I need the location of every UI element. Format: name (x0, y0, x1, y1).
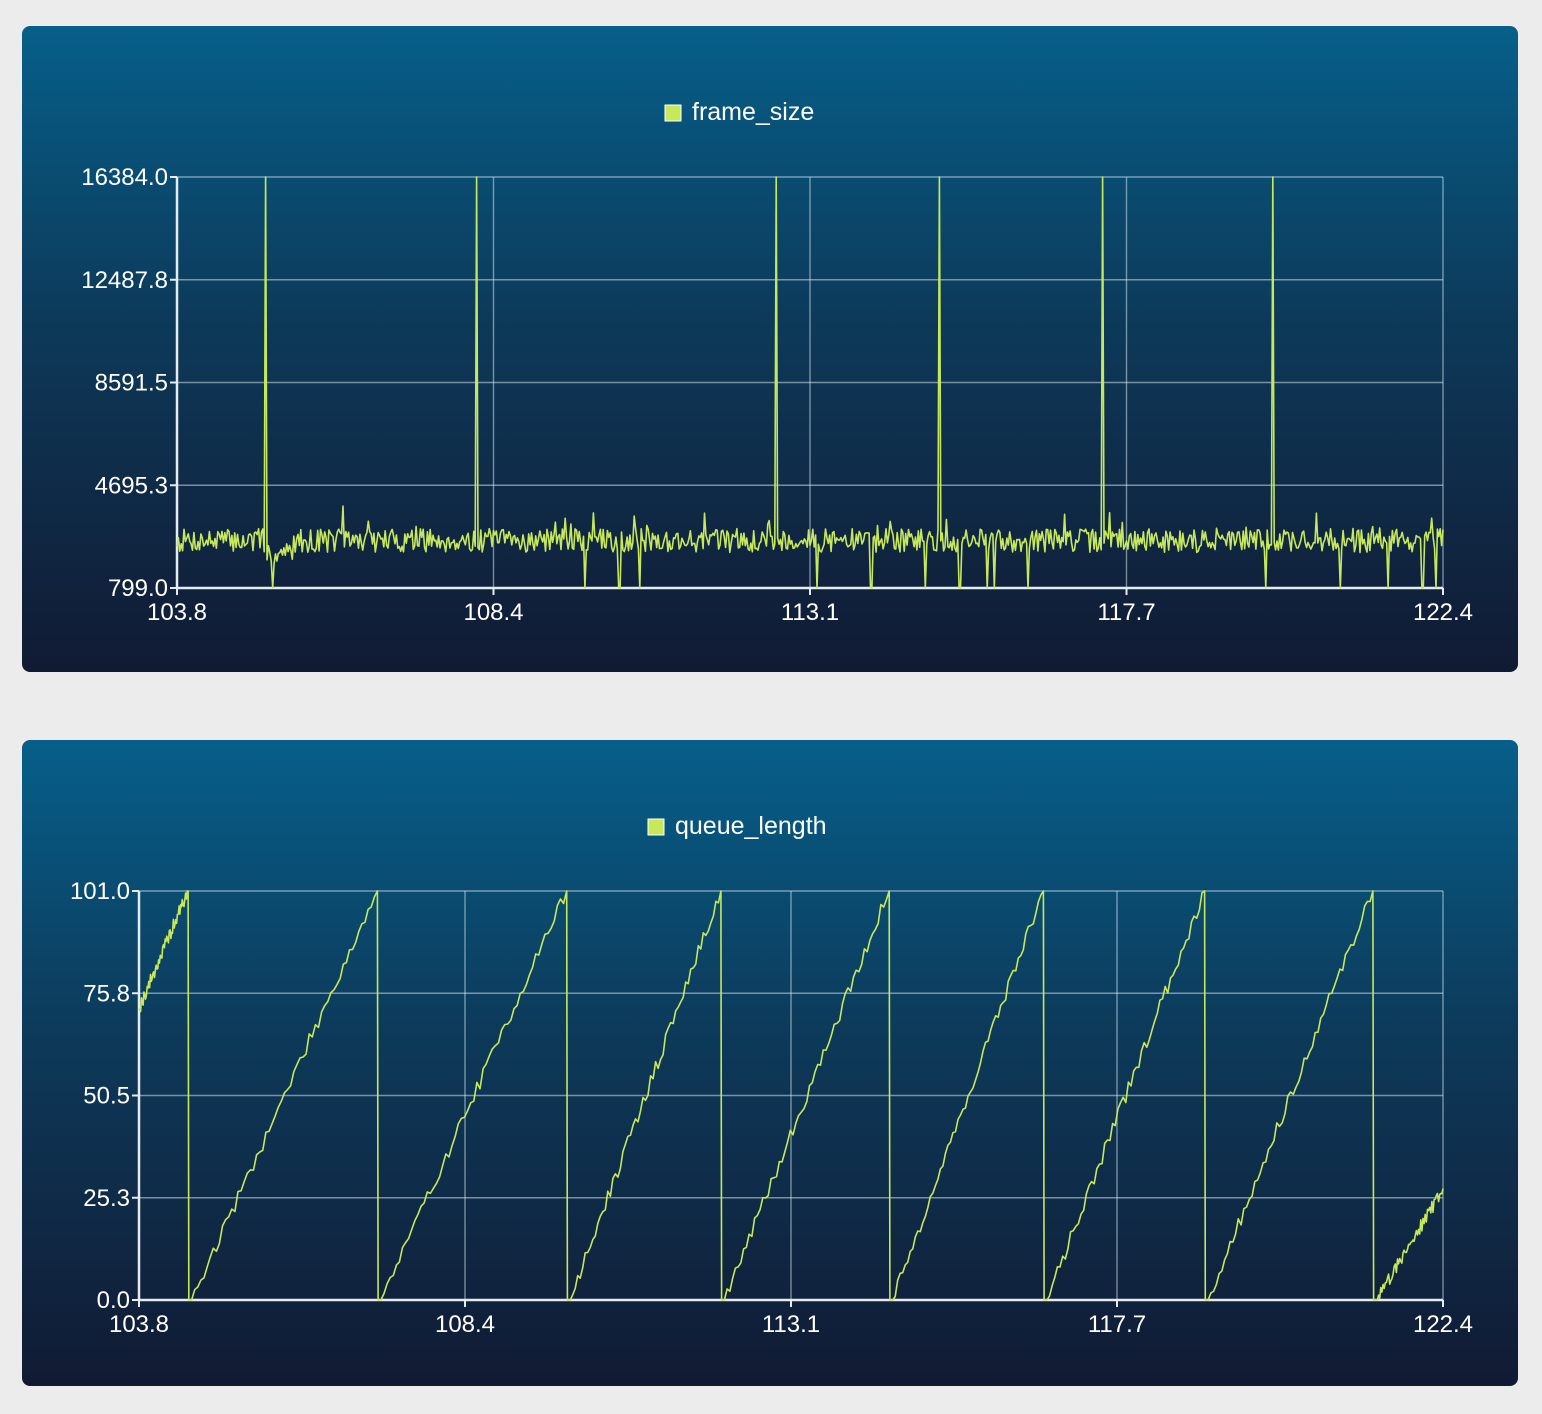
frame-size-chart: frame_size 103.8 108.4 113.1 117.7 122.4 799.0… (81, 98, 1473, 626)
x-tick-label: 122.4 (1413, 1311, 1473, 1338)
y-tick-label: 50.5 (83, 1083, 130, 1110)
x-tick-label: 122.4 (1413, 599, 1473, 626)
x-tick-label: 103.8 (147, 599, 207, 626)
x-tick-label: 117.7 (1097, 599, 1155, 626)
legend-label: queue_length (675, 812, 827, 840)
x-tick-label: 113.1 (781, 599, 839, 626)
y-tick-label: 12487.8 (81, 267, 168, 294)
y-tick-label: 799.0 (108, 575, 168, 602)
y-tick-label: 75.8 (83, 980, 130, 1007)
y-tick-label: 8591.5 (95, 370, 168, 397)
legend-swatch (647, 818, 665, 836)
y-tick-label: 25.3 (83, 1185, 130, 1212)
x-tick-label: 108.4 (435, 1311, 495, 1338)
y-tick-label: 16384.0 (81, 164, 168, 191)
x-tick-label: 117.7 (1088, 1311, 1146, 1338)
legend-swatch (664, 104, 682, 122)
x-tick-label: 113.1 (762, 1311, 820, 1338)
x-tick-label: 103.8 (109, 1311, 169, 1338)
legend-label: frame_size (692, 98, 814, 126)
y-tick-label: 0.0 (97, 1287, 130, 1314)
queue-length-series-line (138, 890, 1444, 1301)
queue-length-chart-panel: queue_length 103.8 108.4 113.1 117.7 122.4 0.0… (22, 740, 1518, 1386)
x-tick-label: 108.4 (463, 599, 523, 626)
queue-length-chart: queue_length 103.8 108.4 113.1 117.7 122.4 0.0… (70, 812, 1473, 1338)
frame-size-series-line (176, 176, 1444, 589)
frame-size-chart-panel: frame_size 103.8 108.4 113.1 117.7 122.4 799.0… (22, 26, 1518, 672)
y-tick-label: 4695.3 (95, 472, 168, 499)
y-tick-label: 101.0 (70, 878, 130, 905)
